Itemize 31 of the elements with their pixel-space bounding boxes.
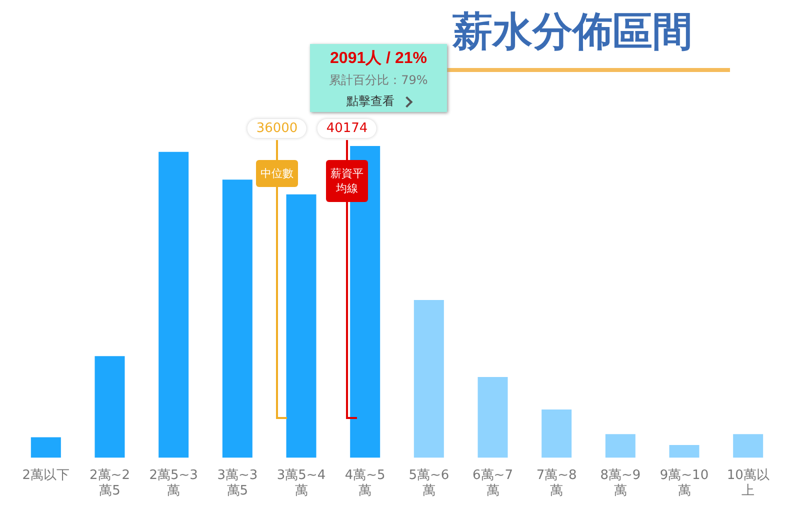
bar (30, 437, 61, 458)
x-tick-label: 10萬以上 (726, 468, 770, 499)
bar (478, 377, 508, 458)
bar (222, 180, 252, 458)
text: 36000 (247, 119, 307, 138)
x-tick-label: 7萬~8萬 (536, 468, 577, 499)
x-tick-label: 2萬5~3萬 (149, 468, 198, 499)
text: 40174 (317, 119, 377, 138)
x-tick-label: 2萬~2萬5 (90, 468, 130, 499)
annotation: 中位數 (256, 160, 298, 187)
x-tick-label: 4萬~5萬 (344, 468, 386, 499)
text: 累計百分比：79% (328, 72, 429, 89)
chart-title: 薪水分佈區間 (452, 9, 692, 55)
x-tick-label: 3萬5~4萬 (276, 468, 326, 499)
bar (158, 152, 189, 458)
text: 點擊查看 (346, 93, 396, 110)
x-tick-label: 8萬~9萬 (600, 468, 641, 499)
bar (414, 300, 444, 458)
annotation: 薪資平均線 (326, 160, 368, 202)
bar (605, 434, 636, 458)
x-tick-label: 3萬~3萬5 (217, 468, 258, 499)
bar (286, 194, 316, 458)
x-tick-label: 5萬~6萬 (408, 468, 450, 499)
x-tick-label: 2萬以下 (22, 468, 70, 483)
x-tick-label: 6萬~7萬 (472, 468, 513, 499)
bar (542, 409, 572, 458)
bar (94, 356, 125, 458)
text: 2091人 / 21% (329, 49, 428, 69)
x-tick-label: 9萬~10萬 (660, 468, 709, 499)
bar (669, 445, 700, 458)
bar (733, 434, 764, 458)
